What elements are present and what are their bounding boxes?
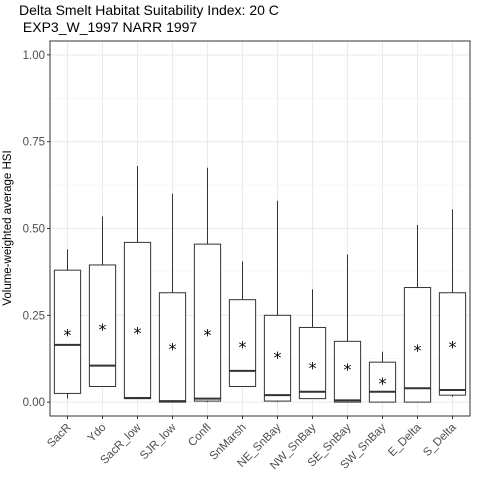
x-tick-label: S_Delta: [421, 421, 459, 459]
y-axis-label: Volume-weighted average HSI: [2, 150, 14, 305]
box: [333, 340, 362, 403]
mean-marker: *: [239, 338, 247, 357]
box: [228, 299, 257, 387]
box: [193, 243, 222, 402]
y-tick-label: 0.50: [23, 224, 45, 236]
mean-marker: *: [309, 358, 317, 377]
mean-marker: *: [99, 320, 107, 339]
x-tick-label: Ydo: [86, 422, 109, 445]
x-tick-label: E_Delta: [386, 421, 424, 459]
y-tick-label: 0.00: [23, 397, 45, 409]
mean-marker: *: [204, 325, 212, 344]
box: [53, 269, 82, 394]
y-tick-label: 0.25: [23, 310, 45, 322]
x-tick-label: SacR: [45, 422, 73, 450]
mean-marker: *: [414, 341, 422, 360]
box: [123, 241, 152, 400]
box: [438, 292, 467, 396]
mean-marker: *: [274, 348, 282, 367]
chart-title: Delta Smelt Habitat Suitability Index: 2…: [19, 2, 279, 18]
mean-marker: *: [64, 325, 72, 344]
box: [263, 314, 292, 402]
x-tick-label: Confl: [186, 422, 213, 449]
box: [158, 292, 187, 403]
box: [403, 287, 432, 403]
mean-marker: *: [379, 374, 387, 393]
mean-marker: *: [134, 324, 142, 343]
mean-marker: *: [449, 338, 457, 357]
mean-marker: *: [344, 360, 352, 379]
mean-marker: *: [169, 339, 177, 358]
box: [368, 361, 397, 403]
y-tick-label: 0.75: [23, 137, 45, 149]
x-tick-label: SJR_low: [138, 421, 179, 462]
y-tick-label: 1.00: [23, 50, 45, 62]
box: [298, 326, 327, 400]
chart-subtitle: EXP3_W_1997 NARR 1997: [19, 19, 198, 35]
